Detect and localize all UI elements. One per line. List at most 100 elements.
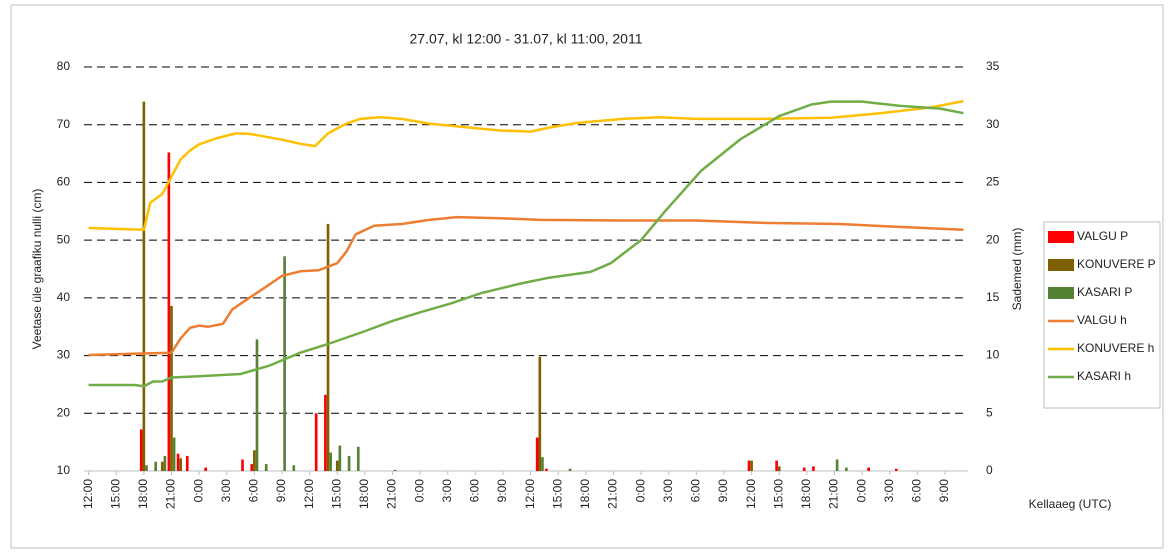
bar	[568, 468, 572, 471]
bar	[179, 458, 183, 471]
legend-swatch	[1048, 259, 1074, 271]
bar	[172, 437, 176, 471]
bar	[326, 223, 330, 471]
bar	[154, 461, 158, 471]
x-tick-label: 3:00	[661, 479, 675, 503]
y2-tick-label: 10	[986, 348, 1000, 362]
bar	[163, 455, 167, 471]
x-tick-label: 3:00	[219, 479, 233, 503]
bar	[145, 465, 148, 471]
bar	[335, 460, 339, 471]
y2-tick-label: 20	[986, 232, 1000, 246]
x-tick-label: 15:00	[329, 479, 343, 509]
x-tick-label: 9:00	[495, 479, 509, 503]
bar	[185, 455, 189, 471]
x-tick-label: 15:00	[771, 479, 785, 509]
bar	[241, 459, 244, 471]
legend-label: KASARI P	[1077, 285, 1132, 299]
bar	[747, 460, 751, 471]
x-tick-label: 6:00	[468, 479, 482, 503]
y2-tick-label: 30	[986, 117, 1000, 131]
y-tick-label: 70	[57, 117, 71, 131]
y-tick-label: 10	[57, 463, 71, 477]
x-tick-label: 18:00	[357, 479, 371, 509]
y-tick-label: 80	[57, 59, 71, 73]
x-tick-label: 21:00	[827, 479, 841, 509]
x-tick-label: 0:00	[633, 479, 647, 503]
bar	[139, 429, 143, 471]
x-tick-label: 6:00	[247, 479, 261, 503]
bar	[338, 445, 342, 471]
bar	[812, 466, 815, 471]
line	[88, 99, 964, 232]
x-tick-label: 3:00	[440, 479, 454, 503]
bar	[324, 394, 327, 471]
x-tick-label: 21:00	[385, 479, 399, 509]
x-tick-label: 12:00	[744, 479, 758, 509]
x-tick-label: 0:00	[191, 479, 205, 503]
y-tick-label: 40	[57, 290, 71, 304]
x-tick-label: 12:00	[81, 479, 95, 509]
bar	[283, 256, 286, 471]
x-tick-label: 15:00	[550, 479, 564, 509]
legend-swatch	[1048, 287, 1074, 299]
bar	[802, 467, 806, 471]
x-tick-label: 3:00	[882, 479, 896, 503]
y-tick-label: 30	[57, 348, 71, 362]
y2-tick-label: 35	[986, 59, 1000, 73]
bar	[329, 452, 332, 471]
y2-tick-label: 0	[986, 463, 993, 477]
x-tick-label: 21:00	[606, 479, 620, 509]
y2-tick-label: 15	[986, 290, 1000, 304]
y-tick-label: 20	[57, 405, 71, 419]
legend-label: VALGU h	[1077, 313, 1127, 327]
bar	[314, 413, 318, 471]
line	[88, 100, 964, 388]
bar	[176, 453, 180, 471]
x-axis-label: Kellaaeg (UTC)	[1029, 497, 1112, 511]
bar	[835, 459, 839, 471]
x-tick-label: 18:00	[136, 479, 150, 509]
legend-label: KONUVERE P	[1077, 257, 1156, 271]
x-tick-label: 6:00	[689, 479, 703, 503]
y2-axis-label: Sademed (mm)	[1010, 228, 1024, 311]
bar	[750, 460, 753, 471]
bar	[253, 450, 256, 471]
x-tick-label: 9:00	[716, 479, 730, 503]
line	[88, 215, 964, 357]
x-tick-label: 9:00	[937, 479, 951, 503]
x-tick-label: 12:00	[523, 479, 537, 509]
legend-label: KONUVERE h	[1077, 341, 1154, 355]
y2-tick-label: 5	[986, 405, 993, 419]
x-tick-label: 9:00	[274, 479, 288, 503]
bar	[292, 465, 296, 471]
bar	[393, 469, 397, 471]
chart-title: 27.07, kl 12:00 - 31.07, kl 11:00, 2011	[410, 31, 643, 47]
legend-swatch	[1048, 231, 1074, 243]
bar	[167, 152, 171, 471]
chart-frame	[10, 4, 1164, 549]
bar	[356, 446, 360, 471]
x-tick-label: 18:00	[799, 479, 813, 509]
bar	[545, 468, 548, 471]
bar	[250, 464, 254, 471]
bar	[535, 437, 539, 471]
bar	[777, 466, 781, 471]
legend-label: VALGU P	[1077, 229, 1128, 243]
x-tick-label: 6:00	[910, 479, 924, 503]
bar	[255, 339, 259, 471]
legend-label: KASARI h	[1077, 369, 1131, 383]
bar	[142, 101, 146, 471]
y-tick-label: 50	[57, 232, 71, 246]
y2-tick-label: 25	[986, 175, 1000, 189]
y-tick-label: 60	[57, 175, 71, 189]
bar	[867, 467, 870, 471]
y-axis-label: Veetase üle graafiku nulli (cm)	[30, 189, 44, 350]
x-tick-label: 0:00	[412, 479, 426, 503]
bar	[775, 460, 778, 471]
bar	[170, 305, 173, 471]
bar	[894, 468, 898, 471]
x-tick-label: 0:00	[854, 479, 868, 503]
bar	[160, 461, 164, 471]
